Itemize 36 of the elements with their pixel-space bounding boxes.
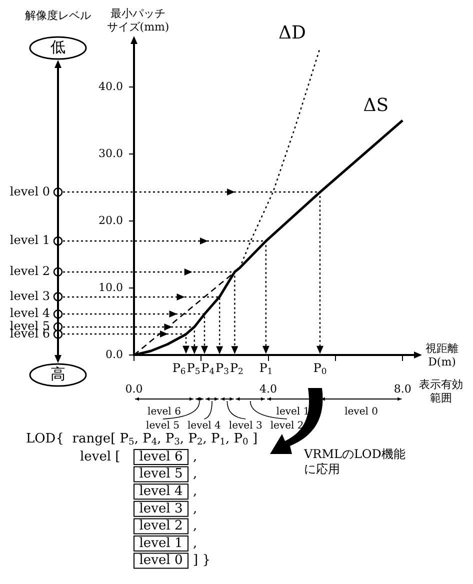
text: level 1 , bbox=[139, 536, 198, 551]
y-tick-label: 20.0 bbox=[98, 214, 123, 227]
y-tick-label: 30.0 bbox=[98, 146, 123, 160]
x-tick-label: 8.0 bbox=[394, 382, 412, 396]
text: level 4 bbox=[10, 306, 50, 320]
text: level 6 bbox=[148, 406, 181, 418]
text: 低 bbox=[50, 38, 66, 56]
text: level 4 bbox=[187, 420, 221, 432]
text: level 6 , bbox=[139, 449, 198, 464]
text: level 3 bbox=[228, 420, 262, 432]
x-tick-label: 4.0 bbox=[260, 382, 278, 396]
y-tick-label: 40.0 bbox=[98, 80, 123, 93]
x-tick-label: 0.0 bbox=[125, 382, 143, 396]
x-axis-title: 視距離 D(m) bbox=[426, 342, 458, 369]
text: level 4 , bbox=[139, 484, 198, 499]
text: level [ bbox=[80, 449, 120, 464]
text: level 0 bbox=[344, 406, 378, 418]
text: level 3 bbox=[10, 288, 50, 303]
text: 表示有効範囲 bbox=[419, 378, 463, 405]
text: level 5 bbox=[146, 420, 180, 432]
series-label: ΔD bbox=[278, 22, 306, 44]
text: level 2 bbox=[10, 264, 50, 278]
text: level 5 , bbox=[139, 466, 198, 482]
text: level 1 bbox=[10, 233, 50, 248]
y-tick-label: 0.0 bbox=[106, 348, 123, 361]
text: level 3 , bbox=[139, 501, 198, 516]
y-tick-label: 10.0 bbox=[98, 280, 123, 294]
text: 高 bbox=[50, 364, 66, 383]
text: level 1 bbox=[276, 406, 310, 418]
series-label: ΔS bbox=[363, 95, 389, 116]
text: 解像度レベル bbox=[25, 8, 91, 22]
text: level 2 , bbox=[139, 518, 198, 534]
text: level 0 ] } bbox=[139, 553, 210, 568]
text: level 0 bbox=[10, 184, 50, 198]
text: VRMLのLOD機能に応用 bbox=[303, 447, 406, 476]
y-axis-title: 最小パッチサイズ(mm) bbox=[106, 6, 170, 34]
